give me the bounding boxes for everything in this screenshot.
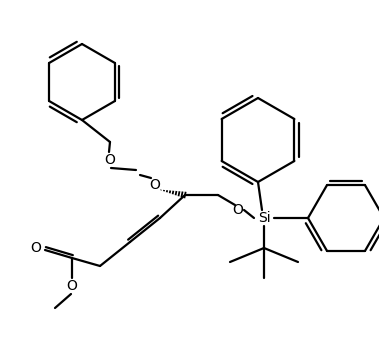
Text: Si: Si	[258, 211, 270, 225]
Text: O: O	[67, 279, 77, 293]
Text: O: O	[150, 178, 160, 192]
Text: O: O	[31, 241, 41, 255]
Text: O: O	[105, 153, 116, 167]
Text: O: O	[233, 203, 243, 217]
